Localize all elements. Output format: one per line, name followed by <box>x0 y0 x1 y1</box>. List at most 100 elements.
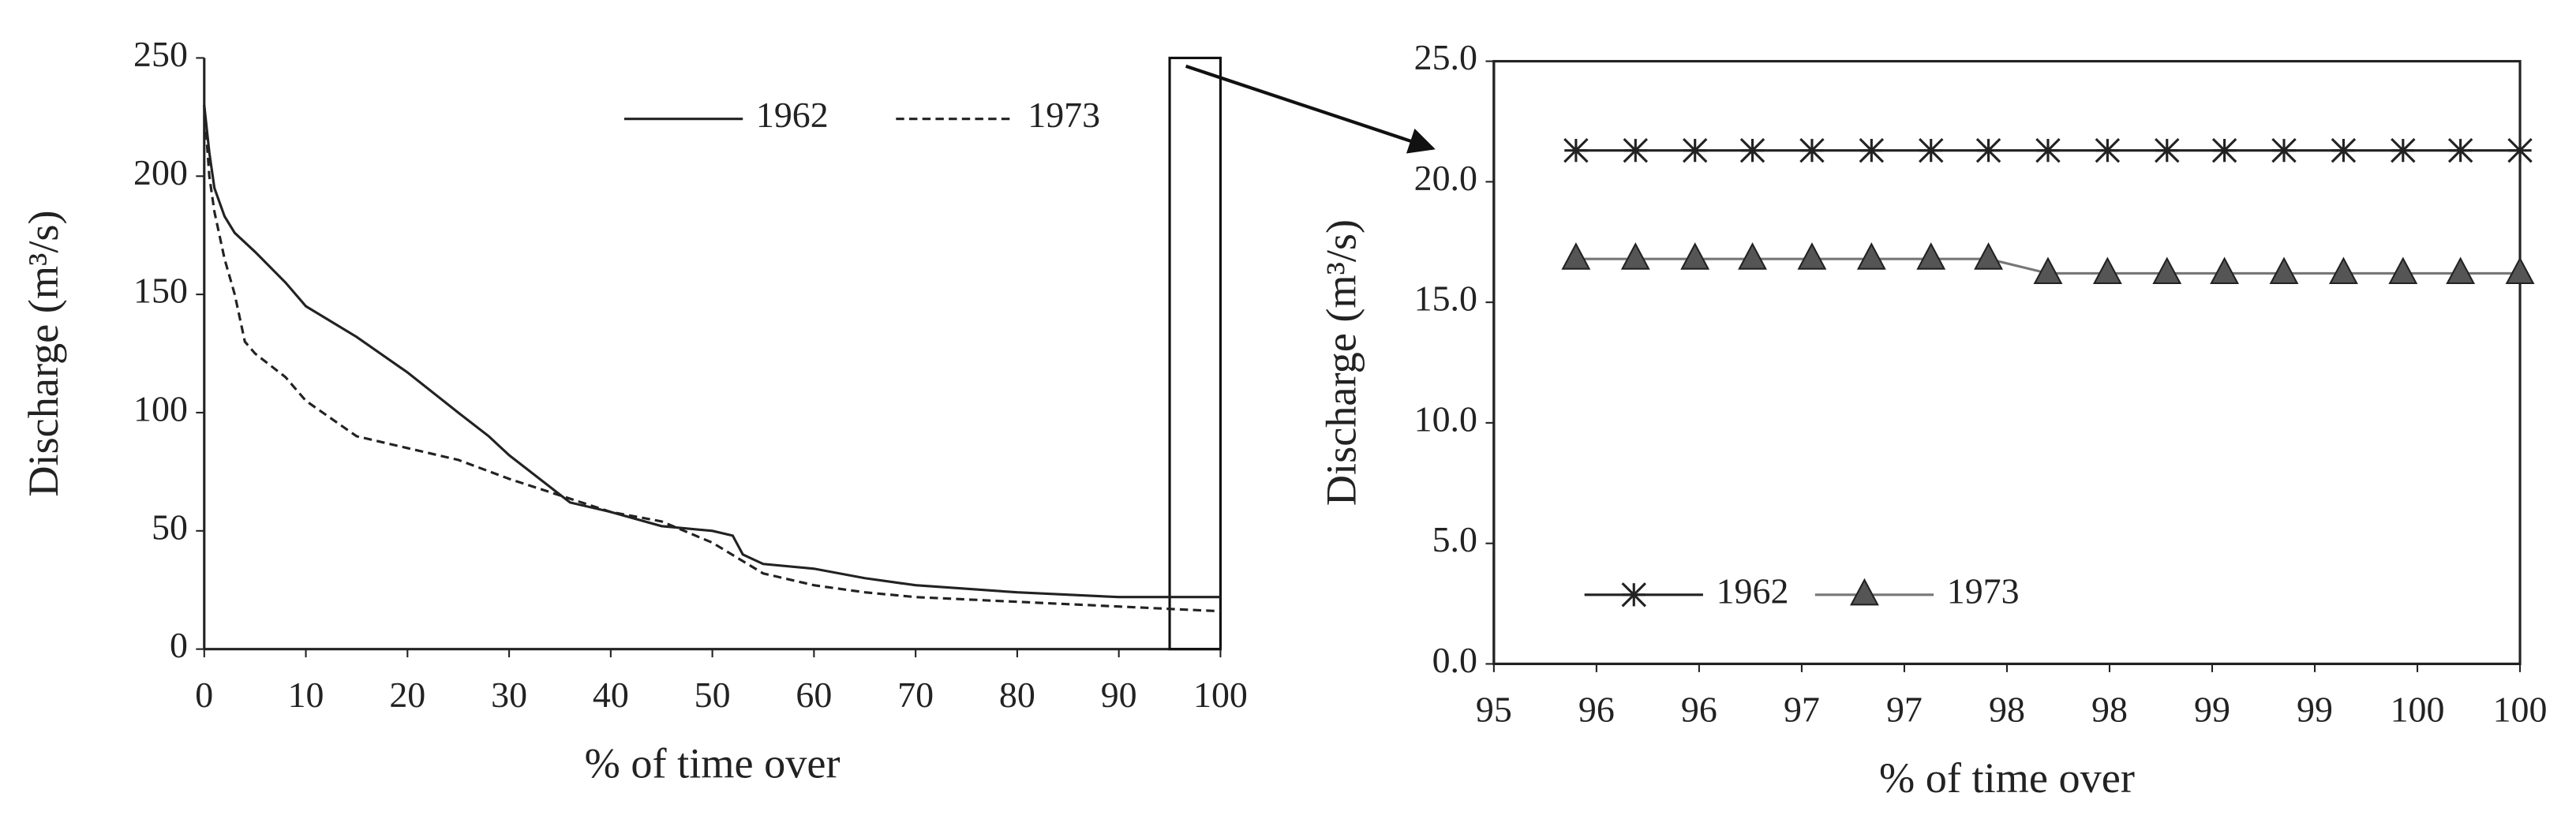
marker-triangle <box>1680 242 1710 270</box>
y-tick-label: 10.0 <box>1414 398 1477 439</box>
marker-stroke <box>2447 137 2473 163</box>
y-tick-label: 25.0 <box>1414 37 1477 77</box>
legend-label: 1973 <box>1947 570 2020 611</box>
series-line <box>203 105 1221 613</box>
marker-triangle <box>2328 256 2358 285</box>
marker-stroke <box>1621 582 1646 608</box>
x-axis-label: % of time over <box>585 739 841 787</box>
marker-triangle <box>1797 242 1827 270</box>
marker-stroke <box>1859 137 1885 163</box>
marker-star <box>1563 137 1589 163</box>
marker-stroke <box>1682 137 1708 163</box>
x-tick-label: 96 <box>1681 690 1717 730</box>
marker-stroke <box>2095 137 2121 163</box>
marker-triangle <box>1738 242 1767 270</box>
marker-stroke <box>2211 137 2237 163</box>
x-tick-label: 70 <box>897 675 934 715</box>
x-tick-label: 97 <box>1886 690 1923 730</box>
marker-triangle <box>2092 256 2122 285</box>
y-tick-label: 100 <box>133 388 188 428</box>
marker-triangle <box>1850 578 1879 606</box>
zoom-arrow <box>1185 64 1436 154</box>
marker-triangle <box>2152 256 2182 285</box>
marker-star <box>2155 137 2180 163</box>
y-tick-label: 200 <box>133 152 188 193</box>
marker-star <box>2035 137 2061 163</box>
marker-star <box>2447 137 2473 163</box>
y-tick-label: 250 <box>133 34 188 74</box>
x-tick-label: 98 <box>1989 690 2025 730</box>
x-tick-label: 97 <box>1784 690 1820 730</box>
marker-triangle <box>1916 242 1946 270</box>
y-tick-label: 20.0 <box>1414 158 1477 198</box>
x-tick-label: 50 <box>695 675 731 715</box>
marker-stroke <box>1623 137 1649 163</box>
marker-stroke <box>1799 137 1825 163</box>
x-tick-label: 96 <box>1578 690 1615 730</box>
x-tick-label: 100 <box>2391 690 2445 730</box>
marker-triangle <box>2033 256 2063 285</box>
marker-triangle <box>2388 256 2418 285</box>
legend-label: 1973 <box>1028 95 1100 135</box>
marker-star <box>1623 137 1649 163</box>
legend-label: 1962 <box>756 95 829 135</box>
x-tick-label: 90 <box>1101 675 1137 715</box>
x-tick-label: 80 <box>999 675 1035 715</box>
marker-star <box>2095 137 2121 163</box>
marker-star <box>1919 137 1944 163</box>
marker-star <box>1621 582 1646 608</box>
marker-stroke <box>2155 137 2180 163</box>
legend-label: 1962 <box>1717 570 1789 611</box>
marker-stroke <box>2391 137 2416 163</box>
x-tick-label: 60 <box>796 675 832 715</box>
zoom-region <box>1168 56 1222 651</box>
x-tick-label: 100 <box>1193 675 1248 715</box>
y-tick-label: 150 <box>133 271 188 311</box>
x-tick-label: 20 <box>389 675 425 715</box>
y-tick-label: 0 <box>170 625 188 665</box>
series-line <box>203 105 1221 599</box>
x-tick-label: 99 <box>2194 690 2230 730</box>
marker-star <box>2391 137 2416 163</box>
marker-star <box>2211 137 2237 163</box>
marker-star <box>1975 137 2001 163</box>
marker-triangle <box>2269 256 2299 285</box>
marker-triangle <box>1561 242 1591 270</box>
y-axis-label: Discharge (m³/s) <box>20 210 67 496</box>
marker-stroke <box>2331 137 2357 163</box>
x-axis-label: % of time over <box>1879 754 2135 802</box>
x-tick-label: 40 <box>593 675 629 715</box>
x-tick-label: 95 <box>1476 690 1512 730</box>
x-tick-label: 0 <box>195 675 213 715</box>
marker-triangle <box>2446 256 2476 285</box>
marker-triangle <box>2210 256 2240 285</box>
marker-star <box>2331 137 2357 163</box>
marker-stroke <box>2271 137 2297 163</box>
marker-triangle <box>1620 242 1650 270</box>
x-tick-label: 10 <box>288 675 324 715</box>
marker-star <box>1739 137 1765 163</box>
y-tick-label: 15.0 <box>1414 279 1477 319</box>
marker-stroke <box>1739 137 1765 163</box>
marker-triangle <box>2505 256 2535 285</box>
marker-star <box>1682 137 1708 163</box>
marker-star <box>2507 137 2533 163</box>
marker-triangle <box>1974 242 2003 270</box>
y-axis-label: Discharge (m³/s) <box>1317 219 1365 506</box>
x-tick-label: 98 <box>2091 690 2128 730</box>
y-tick-label: 5.0 <box>1432 519 1477 559</box>
y-tick-label: 50 <box>152 507 188 547</box>
marker-stroke <box>1563 137 1589 163</box>
marker-star <box>1859 137 1885 163</box>
x-tick-label: 30 <box>491 675 527 715</box>
marker-stroke <box>1919 137 1944 163</box>
y-tick-label: 0.0 <box>1432 640 1477 680</box>
marker-stroke <box>2507 137 2533 163</box>
x-tick-label: 100 <box>2493 690 2548 730</box>
marker-star <box>2271 137 2297 163</box>
marker-stroke <box>1975 137 2001 163</box>
marker-triangle <box>1856 242 1886 270</box>
marker-star <box>1799 137 1825 163</box>
